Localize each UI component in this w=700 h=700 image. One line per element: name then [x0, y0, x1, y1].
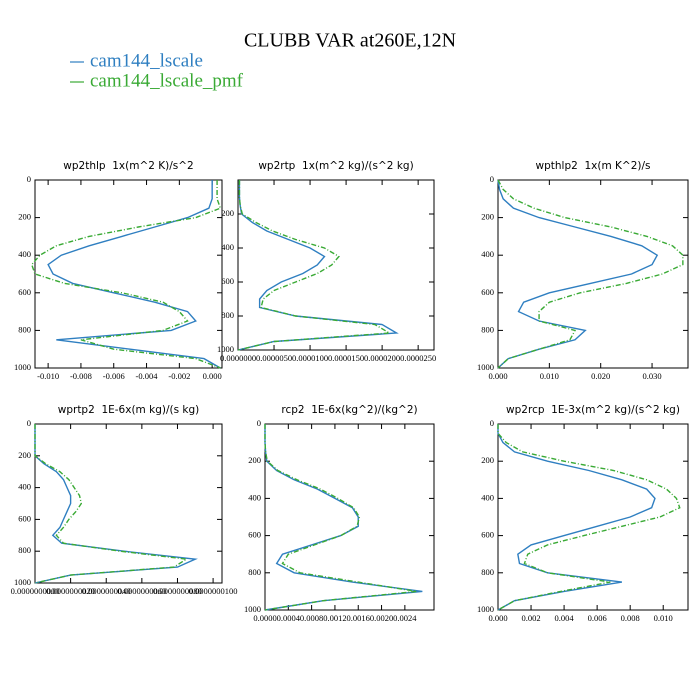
x-tick-label: 0.000: [203, 371, 222, 381]
y-tick-label: 200: [221, 208, 234, 218]
x-tick-label: 0.0000000000: [11, 586, 60, 596]
x-tick-label: -0.002: [168, 371, 190, 381]
profile-line: [34, 424, 198, 584]
y-tick-label: 800: [18, 545, 31, 555]
y-tick-label: 600: [221, 276, 234, 286]
x-tick-label: 0.0000050: [256, 353, 292, 363]
y-tick-label: 800: [481, 567, 494, 577]
figure-title: CLUBB VAR at260E,12N: [244, 30, 456, 52]
panel-title: wp2rtp 1x(m^2 kg)/(s^2 kg): [258, 160, 413, 172]
profile-line: [47, 180, 221, 369]
x-tick-label: 0.0024: [393, 613, 417, 623]
y-tick-label: 0: [490, 174, 494, 184]
x-tick-label: 0.008: [621, 613, 640, 623]
y-tick-label: 800: [481, 324, 494, 334]
x-tick-label: -0.010: [37, 371, 59, 381]
x-tick-label: 0.0020: [370, 613, 393, 623]
profile-line: [30, 180, 222, 369]
x-tick-label: -0.008: [70, 371, 92, 381]
x-tick-label: 0.0012: [323, 613, 346, 623]
x-tick-label: 0.010: [654, 613, 673, 623]
profile-line: [497, 179, 684, 369]
y-tick-label: 600: [481, 530, 494, 540]
panel-title: rcp2 1E-6x(kg^2)/(kg^2): [281, 404, 417, 416]
plot-frame: [264, 423, 435, 611]
legend-label: cam144_lscale: [90, 50, 203, 71]
y-tick-label: 1000: [14, 362, 31, 372]
y-tick-label: 600: [248, 530, 261, 540]
y-tick-label: 400: [481, 249, 494, 259]
x-tick-label: 0.006: [588, 613, 607, 623]
x-tick-label: -0.004: [136, 371, 159, 381]
y-tick-label: 1000: [244, 604, 261, 614]
profile-line: [497, 424, 681, 611]
x-tick-label: 0.0000: [253, 613, 276, 623]
y-tick-label: 800: [221, 310, 234, 320]
y-tick-label: 800: [248, 567, 261, 577]
legend-label: cam144_lscale_pmf: [90, 70, 244, 91]
y-tick-label: 0: [490, 418, 494, 428]
plot-frame: [34, 179, 223, 369]
y-tick-label: 400: [18, 482, 31, 492]
y-tick-label: 1000: [477, 604, 494, 614]
x-tick-label: 0.030: [642, 371, 661, 381]
y-tick-label: 600: [481, 287, 494, 297]
x-tick-label: 0.000: [488, 613, 507, 623]
y-tick-label: 200: [481, 212, 494, 222]
x-tick-label: 0.0000000060: [117, 586, 166, 596]
profile-line: [497, 179, 659, 369]
x-tick-label: 0.000: [488, 371, 507, 381]
y-tick-label: 400: [481, 492, 494, 502]
panel-title: wprtp2 1E-6x(m kg)/(s kg): [58, 404, 200, 416]
x-tick-label: -0.006: [103, 371, 125, 381]
profile-line: [34, 424, 189, 584]
y-tick-label: 600: [18, 513, 31, 523]
y-tick-label: 400: [221, 242, 234, 252]
y-tick-label: 0: [257, 418, 261, 428]
profile-line: [264, 424, 417, 611]
panel-title: wp2thlp 1x(m^2 K)/s^2: [63, 160, 193, 172]
profile-line: [264, 424, 423, 611]
x-tick-label: 0.004: [555, 613, 575, 623]
profile-line: [237, 180, 392, 351]
x-tick-label: 0.0000000020: [46, 586, 95, 596]
y-tick-label: 0: [27, 174, 31, 184]
x-tick-label: 0.0016: [347, 613, 370, 623]
x-tick-label: 0.010: [540, 371, 559, 381]
panel-title: wp2rcp 1E-3x(m^2 kg)/(s^2 kg): [506, 404, 680, 416]
plot-frame: [497, 423, 689, 611]
y-tick-label: 400: [18, 249, 31, 259]
plot-frame: [237, 179, 435, 351]
y-tick-label: 200: [18, 450, 31, 460]
plot-frame: [497, 179, 689, 369]
x-tick-label: 0.0000000040: [82, 586, 131, 596]
x-tick-label: 0.002: [521, 613, 540, 623]
y-tick-label: 600: [18, 287, 31, 297]
y-tick-label: 200: [18, 212, 31, 222]
plot-frame: [34, 423, 223, 584]
y-tick-label: 1000: [14, 577, 31, 587]
x-tick-label: 0.0000100: [292, 353, 328, 363]
y-tick-label: 200: [248, 455, 261, 465]
x-tick-label: 0.0000150: [328, 353, 364, 363]
x-tick-label: 0.0000000080: [153, 586, 202, 596]
y-tick-label: 800: [18, 324, 31, 334]
y-tick-label: 400: [248, 492, 261, 502]
x-tick-label: 0.0000200: [364, 353, 400, 363]
x-tick-label: 0.0000250: [400, 353, 436, 363]
profile-line: [497, 424, 656, 611]
x-tick-label: 0.0000000: [220, 353, 256, 363]
panel-title: wpthlp2 1x(m K^2)/s: [536, 160, 651, 172]
y-tick-label: 1000: [217, 344, 234, 354]
x-tick-label: 0.0008: [300, 613, 323, 623]
y-tick-label: 1000: [477, 362, 494, 372]
x-tick-label: 0.020: [591, 371, 610, 381]
y-tick-label: 200: [481, 455, 494, 465]
x-tick-label: 0.0004: [277, 613, 301, 623]
y-tick-label: 0: [27, 418, 31, 428]
x-tick-label: 0.0000000100: [189, 586, 238, 596]
